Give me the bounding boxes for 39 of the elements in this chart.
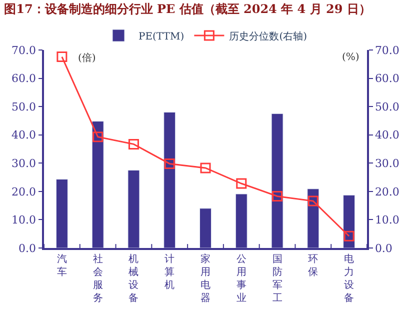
point (344, 230, 354, 242)
annotation: (倍) (78, 52, 96, 64)
y-tick-label: 50.0 (12, 100, 36, 114)
y2-tick-label: 60.0 (374, 72, 400, 86)
y2-tick-label: 70.0 (374, 44, 400, 57)
legend-label: PE(TTM) (138, 31, 184, 42)
point (128, 138, 139, 150)
x-tick-label: 社会服务 (92, 252, 103, 304)
y2-tick-label: 50.0 (374, 100, 400, 114)
x-tick-label: 计算机 (164, 252, 175, 291)
y-tick-label: 10.0 (12, 214, 36, 227)
point (308, 196, 318, 206)
point (92, 132, 104, 142)
x-tick-label: 家用电器 (200, 252, 210, 304)
x-tick-label: 电力设备 (344, 252, 354, 304)
x-tick-label: 国防军工 (272, 254, 282, 304)
x-tick-label: 机械设备 (128, 252, 139, 304)
legend-label: 历史分位数(右轴) (229, 30, 308, 42)
y2-tick-label: 0.0 (374, 242, 392, 255)
point (56, 52, 68, 62)
point (200, 162, 211, 174)
y-tick-label: 70.0 (12, 44, 36, 57)
y2-tick-label: 40.0 (374, 128, 400, 142)
point (236, 178, 247, 189)
y-tick-label: 0.0 (18, 242, 36, 255)
x-tick-label: 公用事业 (236, 252, 246, 304)
x-tick-label: 汽车 (56, 252, 67, 278)
y-tick-label: 30.0 (12, 156, 36, 170)
x-tick-label: 环保 (308, 254, 318, 278)
y2-tick-label: 10.0 (374, 214, 400, 227)
annotation: (%) (342, 52, 360, 63)
point (164, 158, 175, 169)
y-tick-label: 20.0 (12, 185, 36, 198)
chart-title: 图17：设备制造的细分行业 PE 估值（截至 2024 年 4 月 29 日） (4, 2, 371, 16)
y2-tick-label: 30.0 (374, 156, 400, 170)
point (272, 190, 283, 202)
y2-tick-label: 20.0 (374, 185, 400, 198)
y-tick-label: 60.0 (12, 72, 36, 86)
y-tick-label: 40.0 (12, 128, 36, 142)
